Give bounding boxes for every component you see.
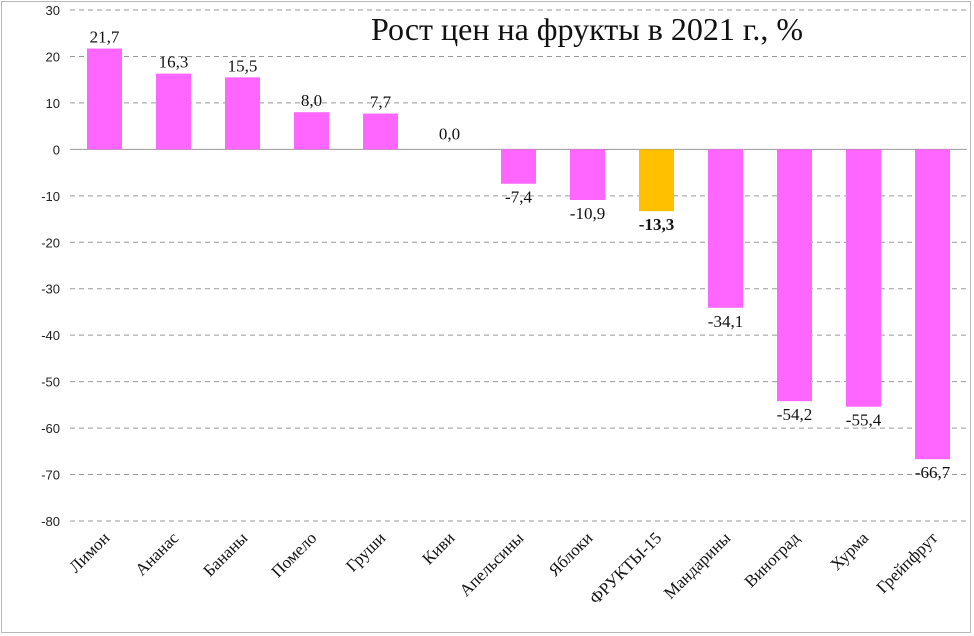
bar [639,149,674,212]
y-tick-label: 30 [46,3,60,18]
category-label: Бананы [199,528,251,580]
category-label: Киви [418,528,458,568]
bar [363,113,398,150]
data-label: -7,4 [505,188,532,207]
data-label: -54,2 [777,405,812,424]
bar [225,77,260,150]
category-label: Виноград [741,528,804,591]
data-label: 8,0 [301,91,322,110]
data-label: -13,3 [639,215,674,234]
data-label: -10,9 [570,204,605,223]
x-axis-categories: Лимон Ананас Бананы Помело Груши КивиАпельсин… [65,528,941,608]
bar [708,149,743,308]
y-tick-label: 20 [46,49,60,64]
y-tick-label: -10 [41,189,60,204]
y-tick-label: -60 [41,421,60,436]
data-label: -55,4 [846,411,882,430]
bar [915,149,950,460]
category-label: ФРУКТЫ-15 [586,528,666,608]
y-axis-ticks: 30 20 10 0 -10 -20 -30 -40 -50 -60 -70 -80 [41,3,60,529]
data-label: 16,3 [159,53,189,72]
y-tick-label: -20 [41,235,60,250]
category-label: Груши [342,528,389,575]
grid-lines [70,9,967,522]
category-label: Апельсины [456,528,528,600]
bar [777,149,812,402]
chart-title: Рост цен на фрукты в 2021 г., % [371,11,803,47]
category-label: Яблоки [545,528,597,580]
data-label: 21,7 [90,28,120,47]
data-label: -66,7 [915,463,951,482]
y-tick-label: -80 [41,514,60,529]
category-label: Грейпфрут [873,528,942,597]
category-label: Мандарины [660,528,735,603]
bar [87,48,122,150]
bar [156,73,191,150]
data-label: 0,0 [439,124,460,143]
bar [570,149,605,200]
data-label: 7,7 [370,93,392,112]
bars [87,48,950,460]
y-tick-label: 0 [53,142,60,157]
y-tick-label: -70 [41,468,60,483]
bar [501,149,536,184]
category-label: Ананас [131,528,182,579]
category-label: Лимон [65,528,113,576]
category-label: Помело [267,528,320,581]
bar [294,112,329,150]
y-tick-label: -40 [41,328,60,343]
y-tick-label: -30 [41,282,60,297]
bar [846,149,881,407]
data-label: -34,1 [708,312,743,331]
category-label: Хурма [827,528,873,574]
y-tick-label: 10 [46,96,60,111]
data-label: 15,5 [228,56,258,75]
data-labels: 21,7 16,3 15,5 8,0 7,7 0,0 -7,4 -10,9 -13,3 -34,1… [90,28,951,483]
y-tick-label: -50 [41,375,60,390]
